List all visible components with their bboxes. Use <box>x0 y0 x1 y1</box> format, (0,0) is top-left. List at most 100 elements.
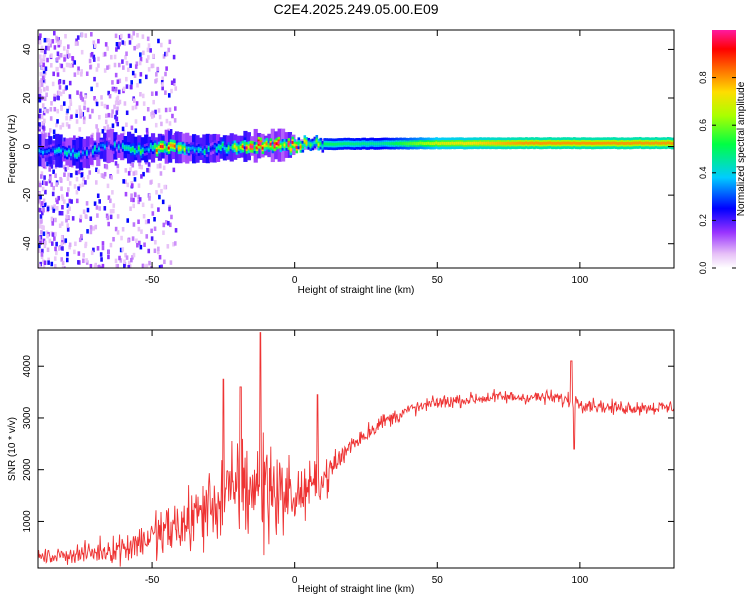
heatmap-cell <box>379 142 382 146</box>
snr-series-line <box>38 332 674 567</box>
heatmap-cell <box>96 213 99 218</box>
heatmap-cell <box>114 100 118 106</box>
heatmap-cell <box>138 60 142 66</box>
heatmap-cell <box>46 108 49 114</box>
heatmap-cell <box>61 265 65 268</box>
heatmap-cell <box>147 55 150 60</box>
heatmap-cell <box>61 239 64 245</box>
heatmap-cell <box>654 141 658 145</box>
heatmap-cell <box>77 152 81 156</box>
heatmap-cell <box>92 54 96 60</box>
heatmap-cell <box>59 53 63 58</box>
heatmap-cell <box>107 64 111 70</box>
heatmap-cell <box>144 74 148 80</box>
heatmap-cell <box>98 114 101 120</box>
heatmap-cell <box>509 141 512 145</box>
heatmap-cell <box>43 180 46 186</box>
heatmap-cell <box>50 101 53 106</box>
heatmap-cell <box>142 116 146 121</box>
heatmap-cell <box>92 40 96 45</box>
heatmap-cell <box>91 108 94 114</box>
heatmap-cell <box>43 49 47 55</box>
heatmap-cell <box>127 146 131 150</box>
heatmap-cell <box>73 184 77 189</box>
heatmap-cell <box>529 141 532 145</box>
heatmap-cell <box>122 129 126 135</box>
heatmap-cell <box>157 207 160 212</box>
chart-title: C2E4.2025.249.05.00.E09 <box>273 1 438 17</box>
heatmap-cell <box>606 141 610 145</box>
heatmap-cell <box>96 246 100 251</box>
heatmap-cell <box>101 245 105 251</box>
heatmap-cell <box>151 146 155 150</box>
heatmap-cell <box>193 148 197 152</box>
heatmap-cell <box>49 42 52 48</box>
heatmap-cell <box>587 141 590 145</box>
heatmap-cell <box>42 264 46 268</box>
heatmap-cell <box>111 109 114 114</box>
heatmap-cell <box>45 92 48 98</box>
heatmap-cell <box>205 149 209 153</box>
heatmap-cell <box>363 142 367 145</box>
heatmap-cell <box>315 139 319 143</box>
heatmap-cell <box>267 144 271 148</box>
heatmap-cell <box>55 122 58 128</box>
heatmap-cell <box>95 167 98 173</box>
heatmap-cell <box>39 214 43 219</box>
heatmap-cell <box>41 103 45 108</box>
heatmap-cell <box>144 219 148 225</box>
heatmap-cell <box>273 143 277 147</box>
heatmap-cell <box>339 142 343 146</box>
heatmap-cell <box>115 116 119 122</box>
heatmap-cell <box>47 149 51 153</box>
heatmap-cell <box>656 141 660 145</box>
heatmap-cell <box>65 85 68 90</box>
heatmap-cell <box>47 257 50 263</box>
heatmap-cell <box>164 51 167 57</box>
heatmap-cell <box>309 143 313 147</box>
heatmap-cell <box>73 60 77 65</box>
heatmap-cell <box>98 199 102 204</box>
heatmap-cell <box>55 149 59 153</box>
heatmap-cell <box>138 240 141 246</box>
heatmap-cell <box>345 142 349 146</box>
heatmap-cell <box>134 64 138 69</box>
heatmap-cell <box>177 146 181 150</box>
heatmap-cell <box>668 141 672 145</box>
heatmap-cell <box>367 142 371 146</box>
heatmap-cell <box>105 142 109 146</box>
heatmap-cell <box>139 72 143 77</box>
heatmap-cell <box>40 201 44 206</box>
heatmap-cell <box>39 33 42 38</box>
heatmap-cell <box>149 48 152 53</box>
heatmap-cell <box>106 215 110 221</box>
heatmap-cell <box>39 108 42 114</box>
heatmap-cell <box>107 195 111 200</box>
heatmap-cell <box>303 139 307 143</box>
heatmap-cell <box>38 263 41 268</box>
heatmap-cell <box>58 63 62 68</box>
heatmap-cell <box>52 71 55 77</box>
heatmap-cell <box>92 247 95 253</box>
heatmap-cell <box>179 146 183 150</box>
heatmap-cell <box>66 209 70 215</box>
heatmap-cell <box>125 60 129 66</box>
heatmap-cell <box>90 250 94 256</box>
heatmap-cell <box>142 214 146 219</box>
heatmap-cell <box>146 47 150 53</box>
heatmap-cell <box>110 113 114 118</box>
heatmap-cell <box>42 78 45 83</box>
heatmap-cell <box>123 259 126 264</box>
heatmap-cell <box>56 51 60 56</box>
heatmap-cell <box>65 122 69 127</box>
heatmap-cell <box>38 122 41 127</box>
heatmap-cell <box>567 141 570 145</box>
heatmap-cell <box>76 70 80 75</box>
heatmap-cell <box>67 172 70 178</box>
heatmap-cell <box>152 113 156 118</box>
heatmap-cell <box>139 150 143 154</box>
heatmap-cell <box>403 141 406 145</box>
heatmap-cell <box>125 146 129 150</box>
heatmap-cell <box>39 88 43 94</box>
